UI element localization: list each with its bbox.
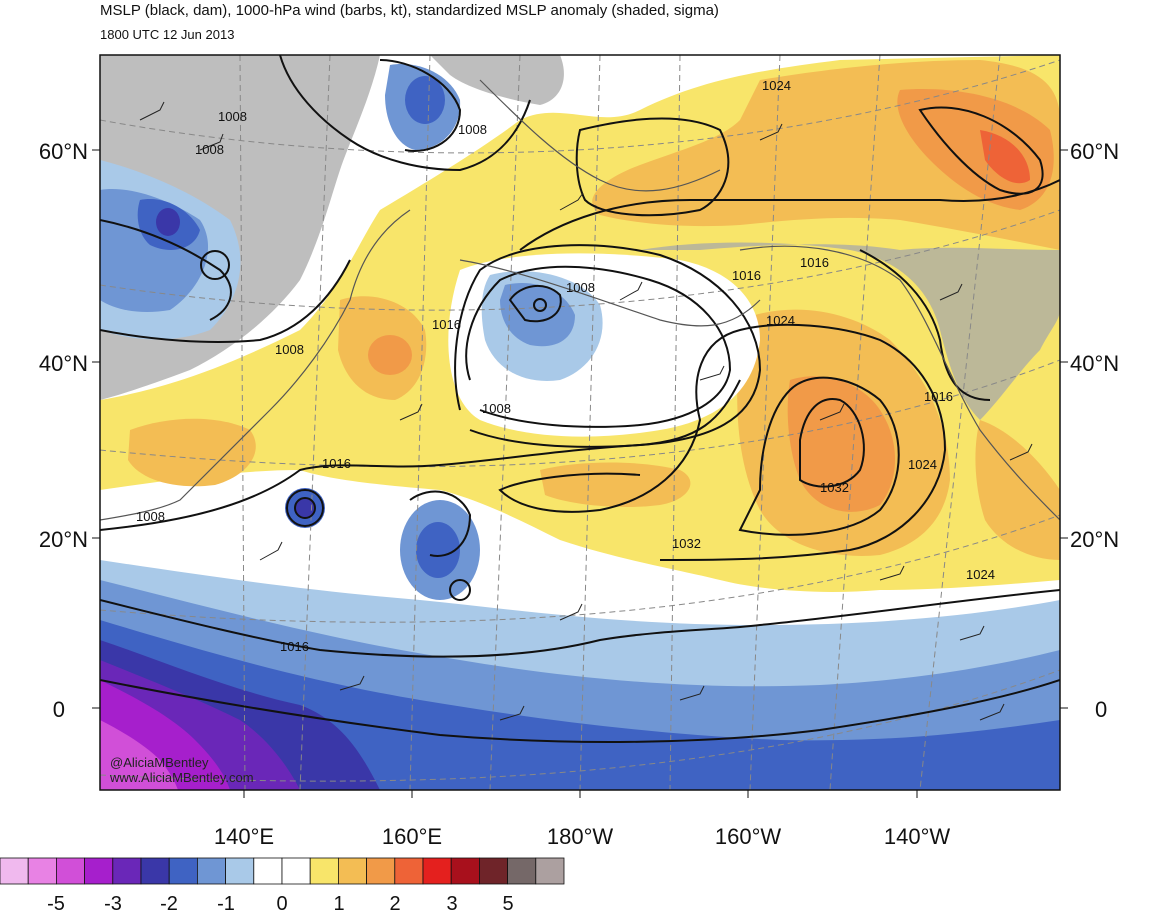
colorbar-swatch [450, 857, 480, 885]
anomaly-shade [787, 376, 895, 512]
colorbar-label: 2 [389, 893, 400, 914]
colorbar-swatch [337, 857, 367, 885]
anomaly-shade [100, 720, 178, 790]
colorbar-swatch [84, 857, 114, 885]
colorbar-label: 5 [502, 893, 513, 914]
anomaly-shade [640, 242, 1060, 420]
isobar-label: 1032 [672, 536, 701, 551]
colorbar-label: 3 [446, 893, 457, 914]
colorbar-label: 1 [333, 893, 344, 914]
isobar-label: 1008 [458, 122, 487, 137]
graticule [100, 55, 1060, 790]
isobar-label: 1008 [136, 509, 165, 524]
isobar-label: 1024 [766, 313, 795, 328]
valid-time: 1800 UTC 12 Jun 2013 [100, 27, 235, 42]
isobar-label: 1016 [322, 456, 351, 471]
isobar-label: 1008 [275, 342, 304, 357]
anomaly-shade [368, 335, 412, 375]
colorbar-swatch [56, 857, 86, 885]
colorbar-label: 0 [276, 893, 287, 914]
anomaly-shade [416, 522, 460, 578]
colorbar-swatch [422, 857, 452, 885]
coastlines [100, 79, 1060, 521]
colorbar-swatch [535, 857, 565, 885]
isobar-label: 1008 [482, 401, 511, 416]
colorbar-swatch [0, 857, 29, 885]
isobar-label: 1016 [280, 639, 309, 654]
lon-label: 180°W [547, 824, 614, 849]
anomaly-shade [156, 208, 180, 236]
colorbar-labels: -5 -3 -2 -1 0 1 2 3 5 [47, 893, 513, 914]
credit-website: www.AliciaMBentley.com [109, 770, 254, 785]
colorbar-label: -5 [47, 893, 65, 914]
isobar-label: 1024 [908, 457, 937, 472]
isobar-label: 1024 [966, 567, 995, 582]
lat-label: 20°N [1070, 527, 1119, 552]
isobars [100, 55, 1060, 743]
isobar-label: 1008 [566, 280, 595, 295]
isobar-label: 1016 [732, 268, 761, 283]
isobar-label: 1016 [924, 389, 953, 404]
isobar-label: 1008 [195, 142, 224, 157]
lat-label: 60°N [39, 139, 88, 164]
lon-label: 140°W [884, 824, 951, 849]
lat-label: 60°N [1070, 139, 1119, 164]
colorbar-label: -2 [160, 893, 178, 914]
isobar-label: 1016 [800, 255, 829, 270]
anomaly-shade [430, 55, 564, 105]
lon-label: 140°E [214, 824, 274, 849]
map-title: MSLP (black, dam), 1000-hPa wind (barbs,… [100, 2, 719, 19]
colorbar-swatch [507, 857, 537, 885]
isobar-labels: 1008 1008 1008 1008 1008 1008 1008 1016 … [136, 78, 995, 654]
anomaly-shade [540, 462, 691, 507]
colorbar-swatch [225, 857, 255, 885]
colorbar-swatch [281, 857, 311, 885]
lat-label: 0 [1095, 697, 1107, 722]
colorbar-swatch [196, 857, 226, 885]
colorbar-swatch [112, 857, 142, 885]
lon-labels: 140°E 160°E 180°W 160°W 140°W [214, 824, 950, 849]
isobar-label: 1008 [218, 109, 247, 124]
colorbar-swatch [478, 857, 508, 885]
lat-label: 40°N [1070, 351, 1119, 376]
colorbar-label: -1 [217, 893, 235, 914]
lat-labels-right: 60°N 40°N 20°N 0 [1070, 139, 1119, 722]
lat-labels-left: 60°N 40°N 20°N 0 [39, 139, 88, 722]
colorbar-swatch [27, 857, 57, 885]
colorbar-swatch [394, 857, 424, 885]
anomaly-shade [975, 420, 1060, 560]
lon-label: 160°E [382, 824, 442, 849]
anomaly-shade [295, 498, 315, 518]
colorbar-swatch [168, 857, 198, 885]
lon-label: 160°W [715, 824, 782, 849]
colorbar-swatch [140, 857, 170, 885]
colorbar-label: -3 [104, 893, 122, 914]
anomaly-shade [128, 418, 256, 487]
lat-label: 40°N [39, 351, 88, 376]
colorbar [0, 857, 565, 885]
isobar-label: 1016 [432, 317, 461, 332]
colorbar-swatch [253, 857, 283, 885]
colorbar-swatch [366, 857, 396, 885]
tick-marks [92, 149, 1068, 798]
anomaly-shade [500, 283, 575, 347]
anomaly-shade [405, 76, 445, 124]
isobar-label: 1024 [762, 78, 791, 93]
lat-label: 0 [53, 697, 65, 722]
wind-barbs [139, 101, 1033, 721]
isobar-label: 1032 [820, 480, 849, 495]
lat-label: 20°N [39, 527, 88, 552]
credit-twitter: @AliciaMBentley [110, 755, 209, 770]
anomaly-shade [980, 130, 1030, 184]
map-panel: 1008 1008 1008 1008 1008 1008 1008 1016 … [100, 55, 1060, 790]
colorbar-swatch [309, 857, 339, 885]
